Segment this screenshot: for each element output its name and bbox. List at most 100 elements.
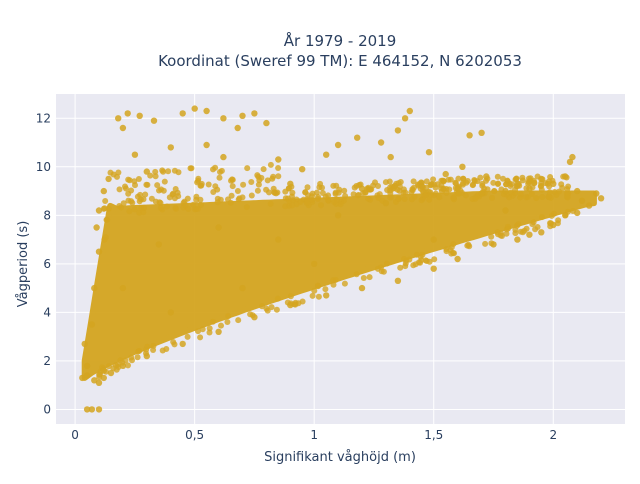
data-point: [218, 167, 225, 174]
data-point: [394, 127, 402, 134]
data-point: [489, 194, 496, 201]
y-axis-title: Vågperiod (s): [16, 221, 31, 308]
data-point: [289, 189, 296, 196]
data-point: [526, 185, 533, 192]
data-point: [142, 191, 149, 198]
data-point: [502, 187, 509, 195]
data-point: [505, 225, 512, 232]
data-point: [224, 319, 231, 325]
data-point: [323, 151, 330, 158]
data-point: [450, 241, 457, 248]
data-point: [523, 194, 529, 201]
data-point: [391, 185, 398, 192]
data-point: [330, 182, 337, 189]
data-point: [360, 275, 367, 281]
data-point: [132, 182, 138, 189]
data-point: [538, 229, 545, 236]
data-point: [544, 180, 551, 187]
data-point: [254, 187, 261, 194]
data-point: [267, 200, 274, 207]
data-point: [113, 366, 120, 373]
data-point: [164, 203, 170, 210]
x-axis-title: Signifikant våghöjd (m): [264, 450, 416, 465]
data-point: [199, 326, 206, 333]
data-point: [264, 307, 271, 314]
data-point: [334, 141, 342, 149]
data-point: [418, 197, 425, 204]
data-point: [235, 317, 242, 324]
data-point: [410, 184, 417, 191]
data-point: [553, 192, 560, 198]
data-point: [574, 209, 581, 217]
data-point: [500, 175, 506, 182]
data-point: [255, 181, 262, 188]
data-point: [107, 369, 115, 377]
data-point: [337, 201, 344, 208]
data-point: [152, 168, 159, 175]
data-point: [179, 110, 186, 117]
data-point: [179, 340, 186, 348]
data-point: [565, 183, 572, 190]
data-point: [315, 283, 322, 290]
data-point: [156, 187, 162, 194]
data-point: [514, 180, 521, 187]
data-point: [427, 191, 434, 198]
data-point: [256, 177, 263, 184]
data-point: [514, 236, 521, 243]
data-point: [124, 110, 131, 117]
data-point: [102, 198, 109, 204]
data-point: [569, 153, 576, 161]
data-point: [430, 176, 437, 183]
data-point: [546, 189, 553, 196]
data-point: [129, 357, 135, 364]
data-point: [212, 183, 219, 190]
data-point: [267, 161, 274, 168]
data-point: [503, 230, 510, 237]
data-point: [100, 374, 108, 382]
data-point: [240, 181, 247, 188]
data-point: [548, 212, 555, 219]
data-point: [165, 168, 172, 175]
data-point: [508, 181, 515, 188]
data-point: [203, 107, 210, 115]
data-point: [403, 257, 410, 264]
data-point: [172, 186, 179, 192]
data-point: [268, 304, 275, 311]
data-point: [530, 219, 537, 226]
data-point: [376, 191, 383, 198]
y-tick-label: 10: [36, 160, 51, 174]
data-point: [454, 255, 461, 263]
data-point: [527, 175, 534, 182]
data-point: [539, 194, 546, 200]
data-point: [443, 186, 450, 192]
data-point: [562, 212, 569, 219]
data-point: [334, 212, 342, 219]
data-point: [395, 195, 402, 202]
data-point: [239, 112, 246, 120]
data-point: [417, 259, 424, 266]
data-point: [322, 286, 329, 293]
data-point: [270, 173, 277, 180]
data-point: [490, 241, 497, 248]
data-point: [545, 193, 552, 200]
data-point: [155, 241, 162, 248]
data-point: [197, 196, 204, 203]
data-point: [180, 199, 187, 206]
data-point: [406, 107, 413, 115]
data-point: [95, 406, 103, 413]
data-point: [451, 250, 457, 257]
data-point: [478, 129, 485, 136]
data-point: [318, 202, 324, 209]
data-point: [519, 174, 526, 181]
data-point: [125, 362, 131, 369]
data-point: [83, 406, 91, 413]
data-point: [160, 168, 167, 175]
y-tick-label: 2: [43, 354, 51, 368]
data-point: [308, 196, 315, 203]
data-point: [287, 180, 294, 187]
data-point: [154, 182, 161, 189]
data-point: [464, 178, 471, 184]
data-point: [502, 207, 509, 214]
data-point: [141, 204, 148, 211]
data-point: [428, 181, 435, 187]
